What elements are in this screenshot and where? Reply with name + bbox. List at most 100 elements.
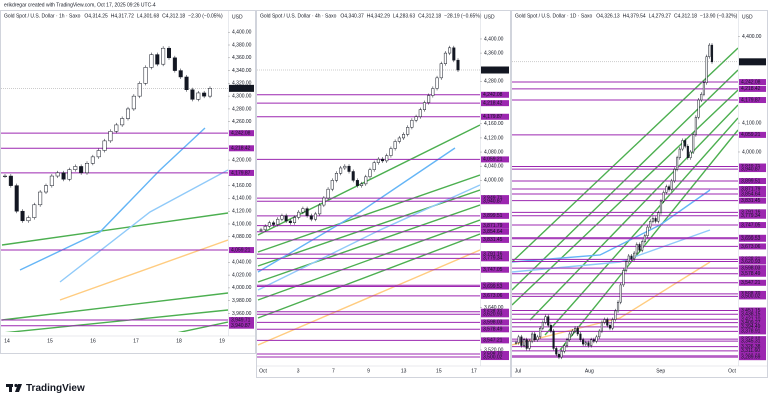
level-badge — [739, 293, 766, 300]
level-badge — [739, 222, 766, 229]
level-badge — [739, 131, 766, 138]
candle — [351, 171, 355, 181]
level-badge — [481, 156, 509, 163]
ohlc-value: O4,326.13 — [596, 13, 620, 19]
level-label: 3,378.91 — [741, 329, 761, 335]
panel-frame — [0, 10, 256, 354]
level-label: 4,059.21 — [483, 157, 503, 163]
candle — [643, 235, 646, 242]
candle — [439, 63, 443, 79]
level-label: 4,179.87 — [231, 170, 251, 176]
candle — [557, 353, 561, 358]
candle — [355, 180, 359, 186]
candle — [673, 169, 676, 182]
candle — [418, 109, 422, 117]
candle — [131, 95, 136, 110]
level-label: 3,871.79 — [483, 223, 503, 229]
candle — [149, 54, 154, 68]
panel-frame — [256, 10, 511, 378]
candle — [410, 120, 414, 128]
level-label: 3,940.87 — [483, 199, 503, 205]
level-badge — [481, 283, 509, 290]
x-tick-label: 7 — [332, 368, 335, 374]
candle — [339, 167, 343, 174]
level-badge — [739, 178, 766, 185]
candle — [659, 200, 663, 213]
candle — [207, 88, 213, 97]
last-price-badge — [739, 58, 766, 66]
level-label: 3,779.34 — [741, 213, 761, 219]
brand-logo — [6, 383, 22, 392]
level-label: 3,831.45 — [741, 198, 761, 204]
y-tick-label: 4,380.00 — [232, 42, 252, 48]
y-tick-label: 4,400.00 — [232, 30, 252, 36]
level-label: 3,779.34 — [483, 256, 503, 262]
y-tick-label: 4,320.00 — [232, 81, 252, 87]
candle — [276, 218, 280, 225]
level-label: 4,059.21 — [231, 247, 251, 253]
candle — [67, 169, 72, 180]
candle — [55, 172, 60, 177]
candle — [102, 140, 107, 151]
level-label: 3,578.49 — [741, 271, 761, 277]
candle — [697, 99, 700, 118]
moving-average — [512, 261, 711, 346]
y-tick-label: 4,040.00 — [484, 164, 504, 170]
candle — [662, 192, 665, 202]
candle — [539, 327, 542, 338]
y-tick-label: 3,640.00 — [484, 305, 504, 311]
candle — [710, 44, 714, 63]
level-label: 3,831.45 — [483, 237, 503, 243]
candle — [280, 215, 284, 220]
candle — [108, 131, 113, 142]
level-badge — [739, 243, 766, 250]
level-badge — [481, 198, 509, 205]
candle — [2, 175, 8, 177]
candle — [79, 166, 84, 174]
candle — [595, 336, 598, 342]
level-label: 3,394.49 — [741, 324, 761, 330]
level-label: 3,949.71 — [231, 317, 251, 323]
level-label: 3,899.51 — [741, 178, 761, 184]
candle — [641, 241, 644, 251]
candle — [389, 148, 393, 156]
x-tick-label: Oct — [728, 368, 736, 374]
y-tick-label: 4,040.00 — [232, 260, 252, 266]
candle — [541, 322, 544, 329]
level-badge — [481, 311, 509, 318]
candle — [309, 215, 313, 220]
moving-average — [257, 147, 456, 273]
y-tick-label: 4,360.00 — [484, 50, 504, 56]
level-badge — [481, 350, 509, 357]
candle — [184, 76, 189, 91]
trend-line — [257, 124, 480, 236]
candles — [259, 45, 460, 232]
level-badge — [229, 145, 254, 152]
currency-label: USD — [484, 14, 495, 20]
y-tick-label: 4,080.00 — [484, 149, 504, 155]
symbol-title: Gold Spot / U.S. Dollar · 1D · Saxo — [515, 13, 592, 19]
x-tick-label: 15 — [47, 338, 53, 344]
candle — [665, 186, 668, 193]
candle — [322, 197, 326, 206]
y-tick-label: 3,960.00 — [232, 311, 252, 317]
ohlc-value: L4,283.63 — [393, 13, 415, 19]
trend-line — [1, 292, 228, 321]
trend-line — [257, 189, 480, 267]
trend-line — [544, 117, 738, 336]
level-badge — [739, 166, 766, 173]
level-badge — [739, 328, 766, 335]
x-tick-label: 17 — [133, 338, 139, 344]
candle — [20, 210, 25, 222]
ohlc-value: C4,312.18 — [162, 13, 185, 19]
level-badge — [739, 311, 766, 318]
level-label: 3,854.64 — [741, 191, 761, 197]
currency-label: USD — [232, 14, 243, 20]
level-label: 3,899.51 — [483, 213, 503, 219]
level-badge — [739, 235, 766, 242]
y-tick-label: 4,280.00 — [232, 106, 252, 112]
candle — [705, 56, 708, 83]
candle — [708, 44, 711, 57]
candle — [376, 158, 380, 163]
level-badge — [739, 307, 766, 314]
